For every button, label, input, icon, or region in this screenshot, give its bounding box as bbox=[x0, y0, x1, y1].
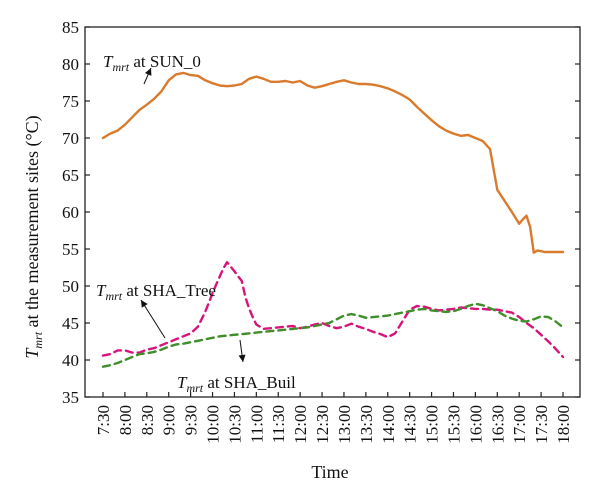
annotation-sun: Tmrt at SUN_0 bbox=[103, 52, 201, 74]
y-tick-label: 55 bbox=[62, 240, 79, 259]
x-tick-label: 10:00 bbox=[204, 405, 223, 444]
x-tick-label: 9:30 bbox=[182, 405, 201, 435]
x-tick-label: 13:30 bbox=[357, 405, 376, 444]
series-sha-buil-line bbox=[101, 302, 565, 368]
y-tick-label: 40 bbox=[62, 351, 79, 370]
x-tick-label: 17:30 bbox=[532, 405, 551, 444]
y-axis-label: Tmrt at the measurement sites (°C) bbox=[22, 115, 45, 358]
x-tick-label: 9:00 bbox=[160, 405, 179, 435]
x-tick-label: 16:30 bbox=[488, 405, 507, 444]
series-layer bbox=[101, 71, 565, 368]
annotation-buil: Tmrt at SHA_Buil bbox=[177, 373, 296, 395]
y-tick-label: 50 bbox=[62, 277, 79, 296]
y-tick-label: 75 bbox=[62, 92, 79, 111]
x-tick-label: 16:00 bbox=[466, 405, 485, 444]
x-tick-label: 14:00 bbox=[379, 405, 398, 444]
tick-layer: 35 40 45 50 55 60 65 70 75 80 85 7:30 8:00 8:30 9:00 9:… bbox=[62, 18, 580, 444]
x-tick-label: 15:30 bbox=[444, 405, 463, 444]
x-tick-label: 10:30 bbox=[225, 405, 244, 444]
x-tick-label: 13:00 bbox=[335, 405, 354, 444]
x-tick-label: 18:00 bbox=[554, 405, 573, 444]
buil-arrow-head bbox=[238, 354, 246, 362]
y-tick-label: 35 bbox=[62, 388, 79, 407]
y-tick-label: 45 bbox=[62, 314, 79, 333]
annotation-layer: Tmrt at SUN_0 Tmrt at SHA_Tree Tmrt at SHA… bbox=[96, 52, 296, 395]
x-tick-label: 14:30 bbox=[401, 405, 420, 444]
x-tick-label: 8:00 bbox=[116, 405, 135, 435]
x-tick-label: 15:00 bbox=[423, 405, 442, 444]
tree-arrow bbox=[140, 299, 166, 339]
x-tick-label: 17:00 bbox=[510, 405, 529, 444]
x-tick-label: 12:30 bbox=[313, 405, 332, 444]
x-tick-label: 12:00 bbox=[291, 405, 310, 444]
series-sha-tree-line bbox=[101, 261, 565, 359]
y-tick-label: 80 bbox=[62, 55, 79, 74]
series-sun-0-line bbox=[101, 71, 565, 254]
x-tick-label: 7:30 bbox=[94, 405, 113, 435]
x-tick-label: 8:30 bbox=[138, 405, 157, 435]
y-tick-label: 85 bbox=[62, 18, 79, 37]
sun-arrow-head bbox=[144, 68, 152, 76]
x-tick-label: 11:00 bbox=[247, 405, 266, 443]
annotation-tree: Tmrt at SHA_Tree bbox=[96, 281, 216, 303]
y-tick-label: 60 bbox=[62, 203, 79, 222]
x-axis-label: Time bbox=[311, 462, 348, 482]
tree-arrow-head bbox=[141, 300, 148, 308]
x-tick-label: 11:30 bbox=[269, 405, 288, 443]
y-tick-label: 65 bbox=[62, 166, 79, 185]
y-tick-label: 70 bbox=[62, 129, 79, 148]
